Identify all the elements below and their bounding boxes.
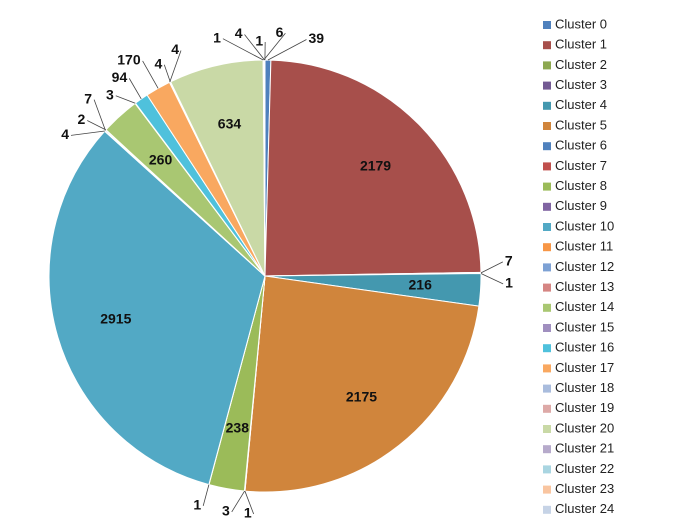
legend-label: Cluster 13 [555,279,614,294]
legend-label: Cluster 4 [555,97,607,112]
data-label: 39 [308,30,324,46]
data-label: 2915 [100,311,131,327]
data-label: 2 [77,111,85,127]
data-label: 4 [154,55,162,71]
legend-label: Cluster 17 [555,360,614,375]
data-label: 1 [505,275,513,291]
pie-slice [244,275,480,493]
legend-swatch [543,101,551,110]
data-label: 4 [171,41,179,57]
data-label: 170 [117,52,141,68]
legend-swatch [543,404,551,413]
legend-swatch [543,263,551,272]
data-label: 6 [276,24,284,40]
legend-label: Cluster 23 [555,481,614,496]
legend-swatch [543,283,551,292]
data-label: 1 [244,505,252,521]
data-label: 238 [226,420,250,436]
legend: Cluster 0 Cluster 1 Cluster 2 Cluster 3 Clus… [543,16,614,516]
data-label: 3 [222,503,230,519]
data-label: 94 [112,69,128,85]
data-label: 1 [193,497,201,513]
leader-line [163,64,171,83]
data-label: 216 [409,277,433,293]
leader-line [222,38,264,61]
legend-label: Cluster 24 [555,501,614,516]
legend-swatch [543,364,551,373]
legend-swatch [543,505,551,514]
data-label: 2175 [346,389,377,405]
leader-line [93,99,106,131]
legend-label: Cluster 10 [555,218,614,233]
legend-label: Cluster 12 [555,259,614,274]
legend-swatch [543,41,551,50]
leader-line [263,33,286,61]
legend-swatch [543,384,551,393]
legend-label: Cluster 11 [555,239,613,254]
legend-swatch [543,21,551,29]
legend-swatch [543,425,551,433]
legend-swatch [543,162,551,171]
legend-label: Cluster 22 [555,461,614,476]
legend-label: Cluster 7 [555,158,607,173]
legend-swatch [543,243,551,252]
legend-label: Cluster 14 [555,299,614,314]
legend-swatch [543,344,551,353]
leader-line [169,50,182,83]
legend-label: Cluster 5 [555,117,607,132]
legend-label: Cluster 16 [555,340,614,355]
pie-slice [48,130,266,486]
data-label: 4 [61,126,69,142]
leader-line [115,95,136,104]
data-label: 260 [149,151,173,167]
legend-swatch [543,485,551,494]
legend-swatch [543,223,551,231]
data-label: 634 [218,115,242,131]
leader-line [231,490,245,513]
legend-label: Cluster 9 [555,198,607,213]
leader-line [267,39,307,61]
legend-swatch [543,445,551,454]
legend-label: Cluster 8 [555,178,607,193]
data-label: 4 [235,25,243,41]
leader-line [87,120,107,131]
data-label: 1 [255,33,263,49]
leader-line [480,273,504,285]
leader-line [70,130,105,136]
legend-swatch [543,465,551,474]
leader-line [244,34,265,61]
legend-label: Cluster 3 [555,77,607,92]
data-label: 2179 [360,157,391,173]
legend-label: Cluster 21 [555,441,614,456]
legend-label: Cluster 15 [555,319,614,334]
legend-swatch [543,61,551,70]
legend-swatch [543,122,551,130]
data-label: 3 [106,86,114,102]
leader-line [142,60,159,89]
legend-label: Cluster 18 [555,380,614,395]
leader-line [128,78,142,100]
legend-label: Cluster 6 [555,138,607,153]
data-label: 1 [213,29,221,45]
legend-label: Cluster 19 [555,400,614,415]
legend-label: Cluster 2 [555,57,607,72]
legend-swatch [543,81,551,90]
legend-swatch [543,182,551,191]
legend-label: Cluster 20 [555,420,614,435]
leader-line [244,490,255,515]
pie-slice [264,59,482,277]
legend-label: Cluster 1 [555,37,607,52]
leader-line [480,261,504,274]
data-label: 7 [84,90,92,106]
legend-swatch [543,202,551,211]
legend-label: Cluster 0 [555,16,607,31]
legend-swatch [543,324,551,332]
legend-swatch [543,142,551,151]
legend-swatch [543,303,551,312]
leader-line [202,484,210,506]
data-label: 7 [505,253,513,269]
